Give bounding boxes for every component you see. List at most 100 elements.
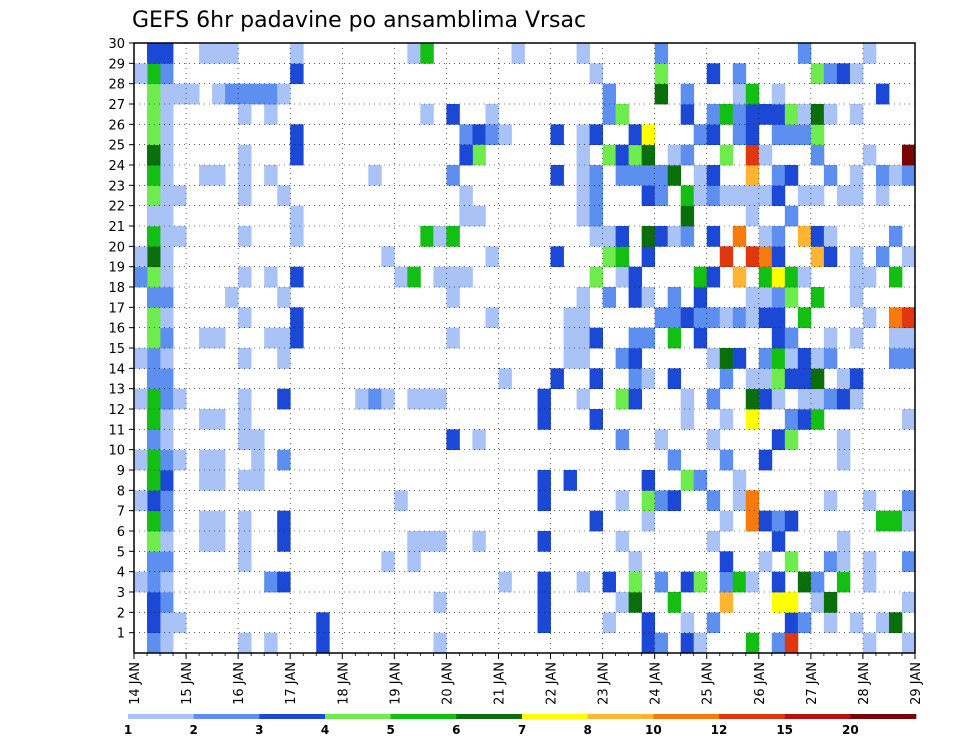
heatmap-cell [693,165,708,186]
heatmap-cell [602,226,617,247]
y-tick-label: 6 [117,525,125,540]
heatmap-cell [693,307,708,329]
heatmap-cell [264,327,278,349]
heatmap-cell [706,63,721,85]
heatmap-cell [823,63,838,85]
heatmap-cell [550,246,564,268]
heatmap-cell [160,632,174,654]
heatmap-cell [251,429,265,451]
heatmap-cell [706,612,721,634]
heatmap-cell [719,246,734,268]
heatmap-cell [602,246,617,268]
y-tick-label: 1 [117,627,125,642]
heatmap-cell [602,287,617,308]
colorbar-label: 15 [776,723,793,737]
heatmap-cell [576,327,590,349]
heatmap-cell [160,226,174,247]
heatmap-cell [628,551,643,573]
heatmap-cell [719,368,734,390]
heatmap-cell [810,124,825,146]
heatmap-cell [160,510,174,532]
heatmap-cell [290,307,304,329]
heatmap-cell [641,124,656,146]
heatmap-cell [277,449,291,471]
heatmap-cell [277,531,291,552]
heatmap-cell [238,185,252,207]
heatmap-cell [238,632,252,654]
heatmap-cell [901,327,916,349]
heatmap-cell [147,531,161,552]
heatmap-cell [212,510,226,532]
colorbar-swatch [390,714,457,719]
heatmap-cell [576,348,590,369]
heatmap-cell [654,185,669,207]
heatmap-cell [732,63,747,85]
heatmap-cell [758,144,773,166]
heatmap-cell [628,124,643,146]
heatmap-cell [810,409,825,430]
heatmap-cell [199,327,213,349]
heatmap-cell [537,490,551,512]
heatmap-cell [745,165,760,186]
heatmap-cell [147,63,161,85]
heatmap-cell [446,266,460,288]
heatmap-cell [719,449,734,471]
heatmap-cell [160,287,174,308]
heatmap-cell [576,43,590,64]
heatmap-cell [160,185,174,207]
y-tick-label: 23 [108,179,125,194]
x-tick-label: 19 JAN [388,662,403,705]
colorbar-swatch [653,714,720,719]
heatmap-cell [745,490,760,512]
heatmap-cell [836,368,851,390]
heatmap-cell [160,144,174,166]
heatmap-cell [810,368,825,390]
heatmap-cell [368,388,382,410]
heatmap-cell [537,592,551,613]
heatmap-cell [290,205,304,227]
heatmap-cell [862,266,877,288]
heatmap-cell [810,104,825,125]
heatmap-cell [771,307,786,329]
heatmap-cell [615,348,630,369]
heatmap-cell [589,266,603,288]
heatmap-cell [537,409,551,430]
heatmap-cell [641,368,656,390]
heatmap-cell [498,571,512,593]
heatmap-cell [147,551,161,573]
heatmap-cell [680,571,695,593]
heatmap-cell [238,165,252,186]
heatmap-cell [667,368,682,390]
heatmap-cell [641,327,656,349]
y-tick-label: 19 [108,261,125,276]
heatmap-cell [654,429,669,451]
heatmap-cell [888,307,903,329]
colorbar-legend: 1 2 3 4 5 6 7 8 10 12 15 20 [124,714,917,737]
heatmap-cell [459,124,473,146]
heatmap-cell [784,368,799,390]
heatmap-cell [836,429,851,451]
colorbar-label: 1 [124,723,132,737]
heatmap-cell [576,124,590,146]
heatmap-cell [654,307,669,329]
heatmap-cell [771,124,786,146]
y-tick-label: 2 [117,606,125,621]
heatmap-cell [251,449,265,471]
y-tick-label: 30 [108,37,125,52]
heatmap-cell [433,531,447,552]
heatmap-cell [537,571,551,593]
heatmap-cell [147,246,161,268]
heatmap-cell [563,348,577,369]
heatmap-cell [277,83,291,105]
colorbar-label: 4 [321,723,329,737]
heatmap-cell [160,43,174,64]
heatmap-cell [849,104,864,125]
heatmap-cell [706,124,721,146]
heatmap-cell [277,327,291,349]
y-tick-label: 13 [108,383,125,398]
heatmap-cell [849,246,864,268]
heatmap-cell [459,266,473,288]
heatmap-cell [654,632,669,654]
heatmap-cell [836,531,851,552]
heatmap-cell [147,226,161,247]
